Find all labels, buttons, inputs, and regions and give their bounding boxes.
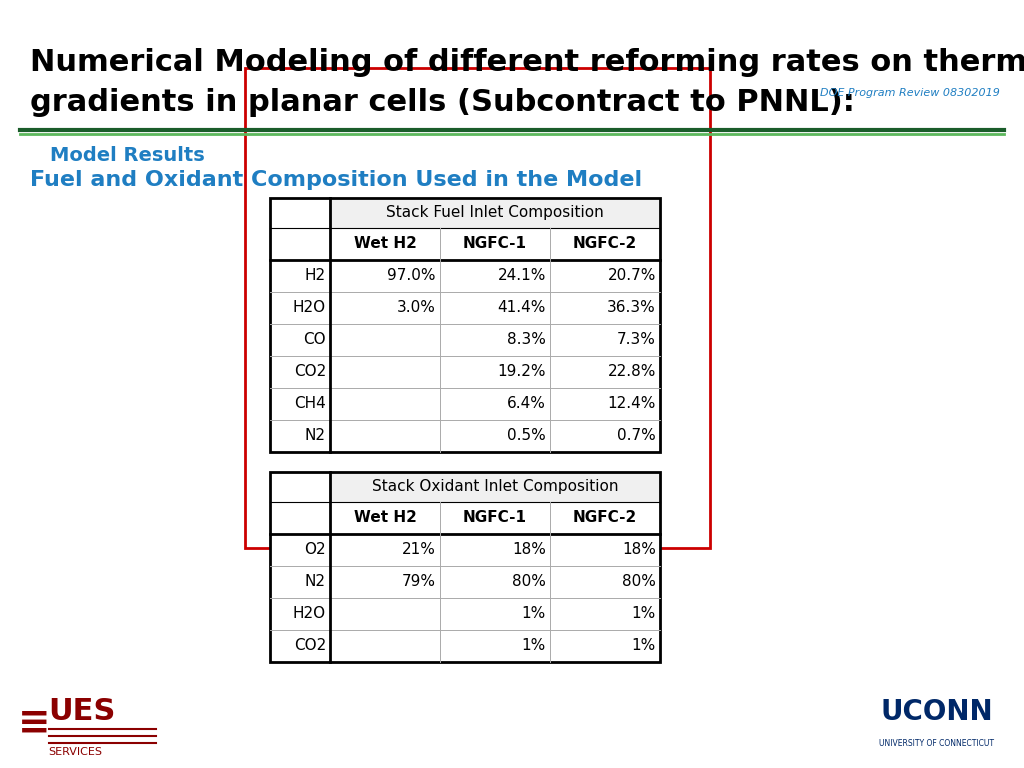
Text: H2: H2	[305, 269, 326, 283]
Text: H2O: H2O	[293, 607, 326, 621]
Text: DOE Program Review 08302019: DOE Program Review 08302019	[820, 88, 1000, 98]
FancyBboxPatch shape	[270, 292, 660, 324]
Text: Stack Fuel Inlet Composition: Stack Fuel Inlet Composition	[386, 206, 604, 220]
Text: CO2: CO2	[294, 365, 326, 379]
FancyBboxPatch shape	[270, 324, 660, 356]
FancyBboxPatch shape	[245, 68, 710, 548]
Text: 79%: 79%	[402, 574, 436, 590]
Text: 80%: 80%	[512, 574, 546, 590]
Text: Fuel and Oxidant Composition Used in the Model: Fuel and Oxidant Composition Used in the…	[30, 170, 642, 190]
Text: N2: N2	[305, 429, 326, 443]
Text: 18%: 18%	[512, 542, 546, 558]
Text: 1%: 1%	[522, 638, 546, 654]
Text: 3.0%: 3.0%	[397, 300, 436, 316]
Text: 1%: 1%	[632, 607, 656, 621]
Text: 80%: 80%	[623, 574, 656, 590]
Text: 36.3%: 36.3%	[607, 300, 656, 316]
FancyBboxPatch shape	[270, 598, 660, 630]
Text: CH4: CH4	[294, 396, 326, 412]
Text: 1%: 1%	[632, 638, 656, 654]
Text: 97.0%: 97.0%	[387, 269, 436, 283]
Text: CO: CO	[303, 333, 326, 347]
Text: NGFC-1: NGFC-1	[463, 237, 527, 251]
FancyBboxPatch shape	[330, 472, 660, 502]
Text: 24.1%: 24.1%	[498, 269, 546, 283]
Text: 7.3%: 7.3%	[617, 333, 656, 347]
FancyBboxPatch shape	[270, 630, 660, 662]
Text: gradients in planar cells (Subcontract to PNNL):: gradients in planar cells (Subcontract t…	[30, 88, 855, 117]
Text: 19.2%: 19.2%	[498, 365, 546, 379]
FancyBboxPatch shape	[270, 534, 660, 566]
Text: Stack Oxidant Inlet Composition: Stack Oxidant Inlet Composition	[372, 479, 618, 495]
FancyBboxPatch shape	[330, 198, 660, 228]
Text: UCONN: UCONN	[881, 698, 993, 726]
Text: Wet H2: Wet H2	[353, 511, 417, 525]
FancyBboxPatch shape	[270, 260, 660, 292]
Text: Model Results: Model Results	[50, 146, 205, 165]
Text: 12.4%: 12.4%	[607, 396, 656, 412]
Text: 0.7%: 0.7%	[617, 429, 656, 443]
Text: 22.8%: 22.8%	[607, 365, 656, 379]
Text: ≡: ≡	[18, 703, 50, 741]
Text: UES: UES	[49, 697, 116, 727]
Text: NGFC-2: NGFC-2	[572, 511, 637, 525]
Text: O2: O2	[304, 542, 326, 558]
Text: SERVICES: SERVICES	[49, 747, 102, 757]
Text: 8.3%: 8.3%	[507, 333, 546, 347]
Text: Numerical Modeling of different reforming rates on thermal: Numerical Modeling of different reformin…	[30, 48, 1024, 77]
FancyBboxPatch shape	[270, 420, 660, 452]
FancyBboxPatch shape	[270, 388, 660, 420]
Text: UNIVERSITY OF CONNECTICUT: UNIVERSITY OF CONNECTICUT	[880, 739, 994, 747]
Text: 41.4%: 41.4%	[498, 300, 546, 316]
Text: NGFC-2: NGFC-2	[572, 237, 637, 251]
Text: 21%: 21%	[402, 542, 436, 558]
Text: 0.5%: 0.5%	[507, 429, 546, 443]
Text: 18%: 18%	[623, 542, 656, 558]
Text: CO2: CO2	[294, 638, 326, 654]
Text: H2O: H2O	[293, 300, 326, 316]
Text: 20.7%: 20.7%	[607, 269, 656, 283]
Text: 1%: 1%	[522, 607, 546, 621]
Text: Wet H2: Wet H2	[353, 237, 417, 251]
FancyBboxPatch shape	[270, 356, 660, 388]
FancyBboxPatch shape	[270, 566, 660, 598]
Text: NGFC-1: NGFC-1	[463, 511, 527, 525]
Text: N2: N2	[305, 574, 326, 590]
Text: 6.4%: 6.4%	[507, 396, 546, 412]
